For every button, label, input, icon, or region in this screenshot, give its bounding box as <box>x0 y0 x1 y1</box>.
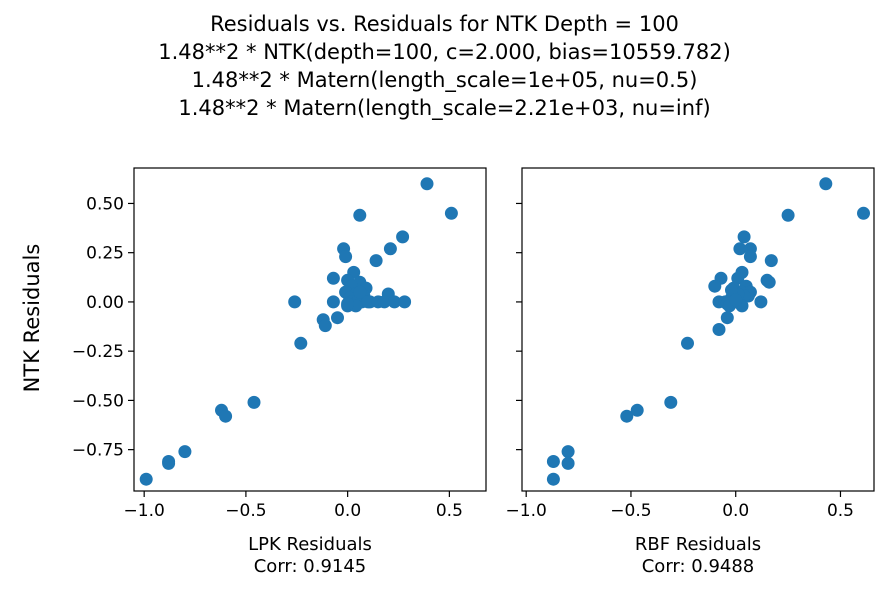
left-scatter-point <box>444 206 458 220</box>
right-scatter-point <box>725 283 738 297</box>
right-scatter-point <box>681 336 694 350</box>
right-scatter-point <box>731 271 745 285</box>
left-scatter-point <box>396 230 410 244</box>
left-x-tick-label: −0.5 <box>225 501 266 521</box>
right-corr-label: Corr: 0.9488 <box>641 556 755 577</box>
right-x-tick-label: 0.0 <box>722 501 749 521</box>
left-y-tick-label: −0.75 <box>72 441 124 461</box>
right-scatter-point <box>733 242 747 256</box>
left-scatter-point <box>162 456 176 470</box>
right-scatter-point <box>764 254 778 268</box>
left-y-tick-label: 0.00 <box>86 293 124 313</box>
left-scatter-point <box>139 472 153 486</box>
left-x-tick-label: 0.5 <box>436 501 463 521</box>
right-scatter-point <box>546 472 560 486</box>
left-scatter-point <box>219 409 233 423</box>
right-scatter-point <box>561 445 575 459</box>
left-scatter-point <box>178 445 192 459</box>
left-scatter-point <box>377 295 391 309</box>
right-scatter-point <box>708 279 722 293</box>
left-x-tick-label: 0.0 <box>334 501 361 521</box>
left-y-tick-label: −0.50 <box>72 391 124 411</box>
left-scatter-point <box>318 319 332 333</box>
figure-title-line-4: 1.48**2 * Matern(length_scale=2.21e+03, … <box>178 96 711 120</box>
right-x-tick-label: −1.0 <box>506 501 547 521</box>
right-scatter-point <box>762 275 776 289</box>
right-scatter-point <box>781 208 795 222</box>
right-scatter-point <box>819 177 833 191</box>
left-scatter-point <box>353 285 367 299</box>
left-corr-label: Corr: 0.9145 <box>253 556 367 577</box>
right-scatter-point <box>664 395 678 409</box>
figure-title-line-3: 1.48**2 * Matern(length_scale=1e+05, nu=… <box>191 68 698 92</box>
right-scatter-point <box>546 455 560 468</box>
left-scatter-point <box>398 295 412 309</box>
left-y-tick-label: 0.25 <box>86 244 124 264</box>
left-scatter-point <box>326 295 340 309</box>
left-axes-frame <box>133 167 487 492</box>
left-scatter-point <box>353 208 367 222</box>
left-y-tick-label: −0.25 <box>72 342 124 362</box>
left-scatter-point <box>288 295 302 309</box>
left-scatter-point <box>339 250 353 264</box>
left-x-tick-label: −1.0 <box>124 501 165 521</box>
left-scatter-point <box>294 336 308 350</box>
right-x-tick-label: 0.5 <box>827 501 854 521</box>
right-scatter-point <box>620 409 634 423</box>
left-x-axis-label: LPK Residuals <box>248 534 372 555</box>
left-scatter-axes: −1.0 −0.5 0.0 0.5 −0.75 −0.50 −0.25 0.00 0.25 0.5… <box>72 167 487 521</box>
right-scatter-point <box>561 456 575 470</box>
left-scatter-point <box>387 295 401 309</box>
left-scatter-point <box>369 254 383 268</box>
right-scatter-point <box>630 403 644 417</box>
left-scatter-point <box>361 295 375 309</box>
left-scatter-point <box>326 271 340 285</box>
left-y-tick-label: 0.50 <box>86 194 124 214</box>
right-scatter-point <box>857 206 870 220</box>
right-x-axis-label: RBF Residuals <box>634 534 762 555</box>
figure-title-line-2: 1.48**2 * NTK(depth=100, c=2.000, bias=1… <box>158 40 731 64</box>
left-scatter-point <box>383 242 397 256</box>
left-scatter-point <box>420 177 434 191</box>
right-scatter-point <box>737 230 751 244</box>
right-x-tick-label: −0.5 <box>610 501 651 521</box>
figure-title-line-1: Residuals vs. Residuals for NTK Depth = … <box>210 12 679 36</box>
right-scatter-point <box>743 250 757 264</box>
right-scatter-point <box>720 311 734 325</box>
right-scatter-point <box>754 295 768 309</box>
left-scatter-point <box>331 311 344 325</box>
right-scatter-axes: −1.0 −0.5 0.0 0.5 <box>506 167 875 521</box>
left-scatter-point <box>247 395 261 409</box>
left-scatter-point <box>341 297 355 311</box>
right-scatter-point <box>712 323 726 336</box>
right-axes-frame <box>521 167 875 492</box>
right-scatter-point <box>729 293 743 307</box>
